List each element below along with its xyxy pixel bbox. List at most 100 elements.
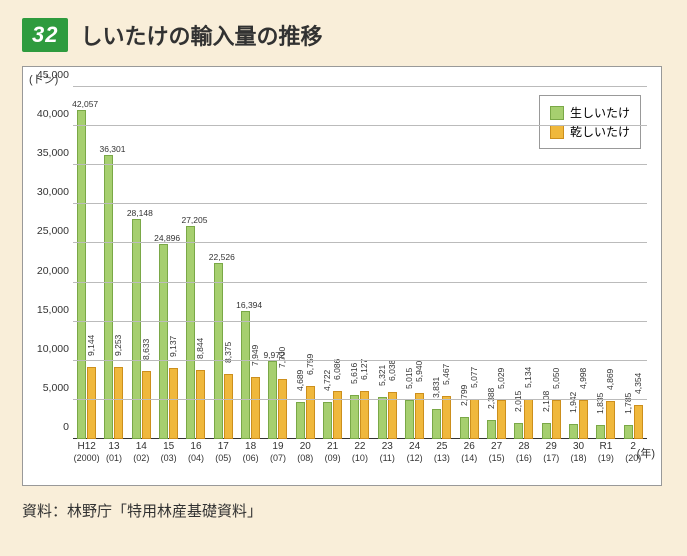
bar-fresh: 22,526 — [214, 263, 223, 439]
value-label-fresh: 2,015 — [513, 391, 523, 412]
x-tick-label: 17(05) — [215, 441, 231, 464]
value-label-dried: 7,700 — [277, 347, 287, 368]
value-label-fresh: 5,321 — [377, 365, 387, 386]
bar-group: 5,0155,94024(12) — [401, 87, 428, 439]
bar-group: 5,3216,03823(11) — [374, 87, 401, 439]
value-label-dried: 6,127 — [359, 359, 369, 380]
bar-group: 24,8969,13715(03) — [155, 87, 182, 439]
bar-group: 4,6896,75920(08) — [292, 87, 319, 439]
bar-fresh: 36,301 — [104, 155, 113, 439]
bar-group: 9,9727,70019(07) — [264, 87, 291, 439]
bar-fresh: 3,831 — [432, 409, 441, 439]
bar-fresh: 2,015 — [514, 423, 523, 439]
grid-line — [73, 86, 647, 87]
y-tick-label: 40,000 — [37, 108, 69, 120]
bar-group: 3,8315,46725(13) — [428, 87, 455, 439]
value-label-dried: 9,137 — [168, 335, 178, 356]
x-tick-label: 14(02) — [133, 441, 149, 464]
value-label-dried: 4,998 — [578, 368, 588, 389]
bar-dried: 8,633 — [142, 371, 151, 439]
bar-fresh: 1,942 — [569, 424, 578, 439]
bar-dried: 4,354 — [634, 405, 643, 439]
bar-dried: 5,134 — [524, 399, 533, 439]
y-tick-label: 35,000 — [37, 147, 69, 159]
x-tick-label: 26(14) — [461, 441, 477, 464]
bar-group: 1,9424,99830(18) — [565, 87, 592, 439]
bars-area: 42,0579,144H12(2000)36,3019,25313(01)28,… — [73, 87, 647, 439]
value-label-fresh: 1,835 — [595, 392, 605, 413]
bar-fresh: 28,148 — [132, 219, 141, 439]
bar-group: 5,6166,12722(10) — [346, 87, 373, 439]
grid-line — [73, 399, 647, 400]
value-label-fresh: 4,689 — [295, 370, 305, 391]
grid-line — [73, 282, 647, 283]
value-label-fresh: 5,015 — [404, 368, 414, 389]
chart-container: (トン) (年) 生しいたけ 乾しいたけ 42,0579,144H12(2000… — [22, 66, 662, 486]
x-tick-label: 27(15) — [489, 441, 505, 464]
y-tick-label: 0 — [63, 421, 69, 433]
bar-dried: 5,467 — [442, 396, 451, 439]
bar-dried: 9,253 — [114, 367, 123, 439]
bar-dried: 9,144 — [87, 367, 96, 439]
bar-dried: 7,700 — [278, 379, 287, 439]
bar-fresh: 42,057 — [77, 110, 86, 439]
source-citation: 資料：林野庁「特用林産基礎資料」 — [22, 500, 665, 521]
bar-dried: 5,077 — [470, 399, 479, 439]
bar-group: 2,7995,07726(14) — [456, 87, 483, 439]
x-tick-label: 20(08) — [297, 441, 313, 464]
bar-dried: 4,998 — [579, 400, 588, 439]
grid-line — [73, 360, 647, 361]
value-label-fresh: 4,722 — [322, 370, 332, 391]
value-label-dried: 8,633 — [141, 339, 151, 360]
bar-dried: 7,949 — [251, 377, 260, 439]
x-tick-label: 21(09) — [325, 441, 341, 464]
value-label-dried: 5,134 — [523, 367, 533, 388]
value-label-dried: 6,086 — [332, 359, 342, 380]
grid-line — [73, 164, 647, 165]
x-tick-label: R1(19) — [598, 441, 614, 464]
value-label-fresh: 36,301 — [99, 144, 125, 154]
y-tick-label: 10,000 — [37, 343, 69, 355]
bar-group: 16,3947,94918(06) — [237, 87, 264, 439]
bar-dried: 6,759 — [306, 386, 315, 439]
grid-line — [73, 321, 647, 322]
y-tick-label: 45,000 — [37, 69, 69, 81]
bar-fresh: 4,689 — [296, 402, 305, 439]
bar-group: 2,3885,02927(15) — [483, 87, 510, 439]
x-tick-label: 30(18) — [571, 441, 587, 464]
bar-dried: 5,029 — [497, 400, 506, 439]
bar-fresh: 2,799 — [460, 417, 469, 439]
value-label-fresh: 2,799 — [459, 385, 469, 406]
value-label-dried: 4,869 — [605, 369, 615, 390]
bar-group: 27,2058,84416(04) — [182, 87, 209, 439]
value-label-fresh: 5,616 — [349, 363, 359, 384]
figure-number-badge: 32 — [22, 18, 68, 52]
value-label-dried: 8,844 — [195, 338, 205, 359]
x-tick-label: 22(10) — [352, 441, 368, 464]
value-label-dried: 5,029 — [496, 367, 506, 388]
y-tick-label: 5,000 — [43, 382, 69, 394]
value-label-fresh: 1,942 — [568, 392, 578, 413]
bar-fresh: 2,108 — [542, 423, 551, 439]
value-label-fresh: 42,057 — [72, 99, 98, 109]
bar-dried: 8,375 — [224, 374, 233, 440]
value-label-fresh: 28,148 — [127, 208, 153, 218]
x-tick-label: 16(04) — [188, 441, 204, 464]
y-tick-label: 20,000 — [37, 265, 69, 277]
grid-line — [73, 242, 647, 243]
bar-fresh: 5,015 — [405, 400, 414, 439]
header: 32 しいたけの輸入量の推移 — [22, 18, 665, 52]
bar-fresh: 16,394 — [241, 311, 250, 439]
bar-dried: 8,844 — [196, 370, 205, 439]
bar-group: 2,1085,05029(17) — [538, 87, 565, 439]
y-tick-label: 25,000 — [37, 225, 69, 237]
bar-dried: 9,137 — [169, 368, 178, 439]
x-tick-label: 13(01) — [106, 441, 122, 464]
x-tick-label: 23(11) — [380, 441, 395, 464]
x-tick-label: 15(03) — [161, 441, 177, 464]
bar-fresh: 1,785 — [624, 425, 633, 439]
bar-group: 4,7226,08621(09) — [319, 87, 346, 439]
bar-fresh: 9,972 — [268, 361, 277, 439]
value-label-dried: 5,050 — [551, 367, 561, 388]
bar-group: 42,0579,144H12(2000) — [73, 87, 100, 439]
